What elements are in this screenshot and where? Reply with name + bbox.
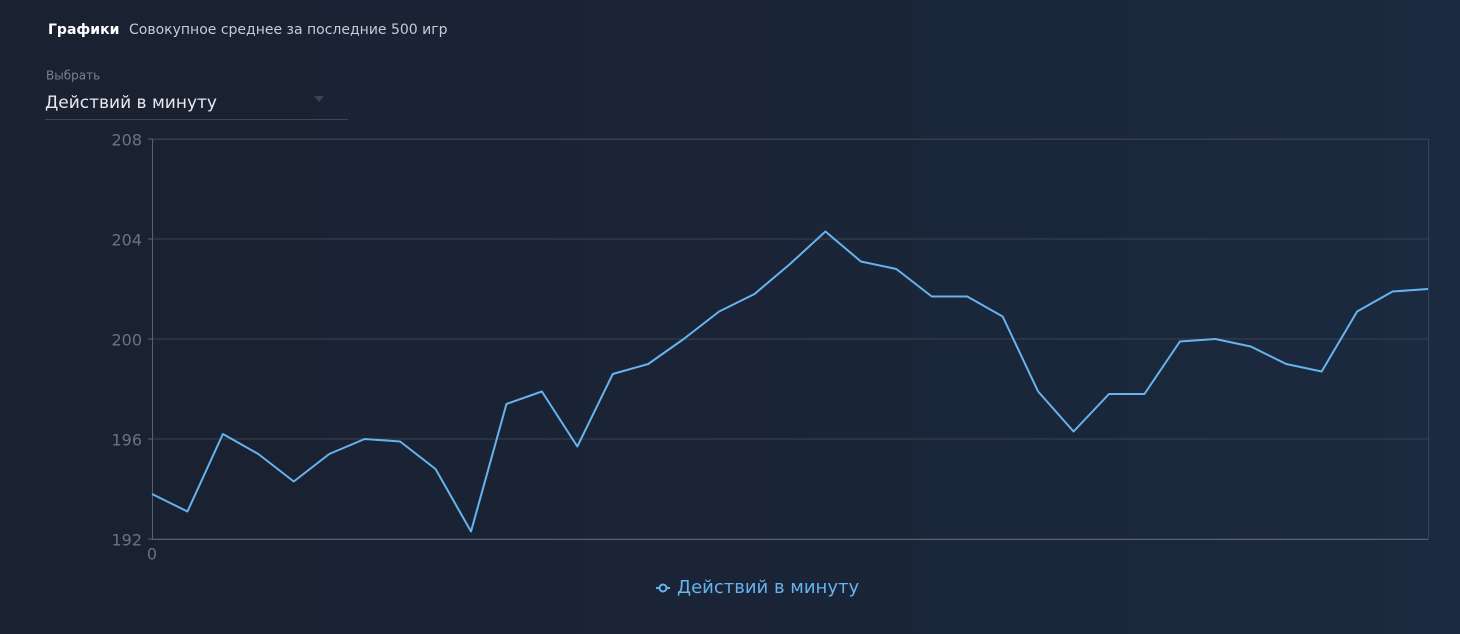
y-tick-label: 208	[111, 131, 142, 150]
data-line	[151, 230, 1429, 533]
y-tick-label: 192	[111, 531, 142, 550]
header-subtitle: Совокупное среднее за последние 500 игр	[129, 22, 448, 38]
y-tick-label: 200	[111, 331, 142, 350]
legend-icon-dot	[658, 583, 668, 593]
select[interactable]: Выбрать Действий в минуту	[45, 69, 348, 120]
select-arrow	[314, 96, 324, 102]
select-value[interactable]: Действий в минуту	[45, 93, 217, 113]
header-title: Графики	[48, 22, 119, 38]
y-tick-label: 204	[111, 231, 142, 250]
select-label: Выбрать	[46, 69, 100, 83]
legend-label: Действий в минуту	[677, 577, 859, 598]
y-tick-label: 196	[111, 431, 142, 450]
x-tick-label: 0	[147, 545, 157, 564]
